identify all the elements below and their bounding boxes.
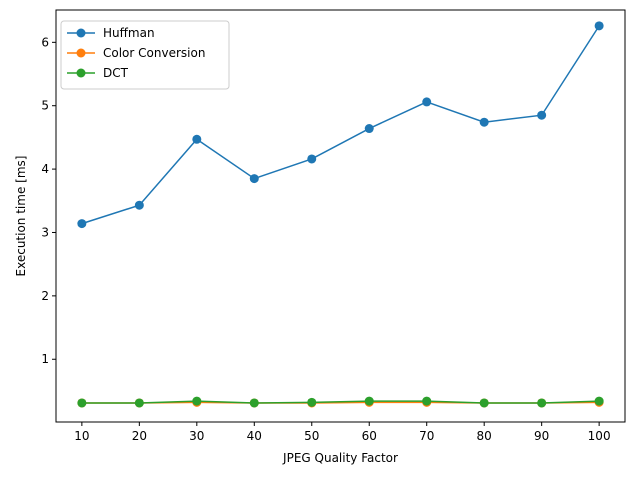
legend-label-huffman: Huffman [103,26,155,40]
x-tick-label: 70 [419,429,434,443]
series-line-huffman [81,25,600,225]
data-point-dct [134,398,144,408]
x-tick-label: 30 [189,429,204,443]
legend-marker-huffman [76,28,86,38]
data-point-huffman [192,134,202,144]
data-point-dct [307,397,317,407]
series-huffman [77,21,604,229]
legend-box [60,20,230,90]
legend-label-color-conversion: Color Conversion [103,46,205,60]
y-tick-label: 5 [41,99,49,113]
data-point-huffman [479,117,489,127]
series-dct [77,396,604,408]
data-point-dct [594,396,604,406]
x-tick-label: 90 [534,429,549,443]
y-tick-label: 4 [41,162,49,176]
series-line-dct [81,400,600,404]
legend-marker-dct [76,68,86,78]
data-point-huffman [249,174,259,184]
data-point-huffman [594,21,604,31]
data-point-dct [364,396,374,406]
plot-frame [55,9,626,423]
x-tick-label: 40 [247,429,262,443]
y-tick-label: 3 [41,225,49,239]
data-point-huffman [307,154,317,164]
data-point-dct [422,396,432,406]
legend-marker-color-conversion [76,48,86,58]
data-point-huffman [77,219,87,229]
data-point-dct [479,398,489,408]
data-point-huffman [134,200,144,210]
x-tick-label: 60 [362,429,377,443]
data-point-dct [192,396,202,406]
x-tick-label: 100 [588,429,611,443]
x-tick-label: 50 [304,429,319,443]
series-layer [77,21,604,408]
x-axis-label: JPEG Quality Factor [282,451,398,465]
y-axis-label: Execution time [ms] [14,156,28,277]
x-tick-label: 20 [132,429,147,443]
data-point-dct [537,398,547,408]
y-tick-label: 2 [41,289,49,303]
axis-ticks: 10 20 30 40 50 60 70 80 90 100 1 2 3 4 5 6 [41,35,610,443]
data-point-huffman [537,110,547,120]
data-point-huffman [422,97,432,107]
legend-label-dct: DCT [103,66,129,80]
data-point-dct [249,398,259,408]
y-tick-label: 6 [41,35,49,49]
data-point-huffman [364,124,374,134]
legend: Huffman Color Conversion DCT [60,20,230,90]
y-tick-label: 1 [41,352,49,366]
x-tick-label: 80 [477,429,492,443]
data-point-dct [77,398,87,408]
x-tick-label: 10 [74,429,89,443]
